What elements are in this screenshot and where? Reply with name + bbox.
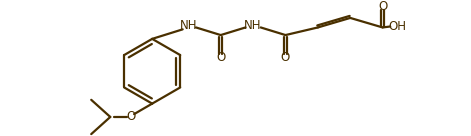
Text: OH: OH: [389, 20, 407, 33]
Text: O: O: [127, 110, 136, 123]
Text: O: O: [216, 51, 225, 64]
Text: NH: NH: [244, 19, 262, 32]
Text: O: O: [281, 51, 290, 64]
Text: O: O: [378, 0, 387, 13]
Text: NH: NH: [179, 19, 197, 32]
